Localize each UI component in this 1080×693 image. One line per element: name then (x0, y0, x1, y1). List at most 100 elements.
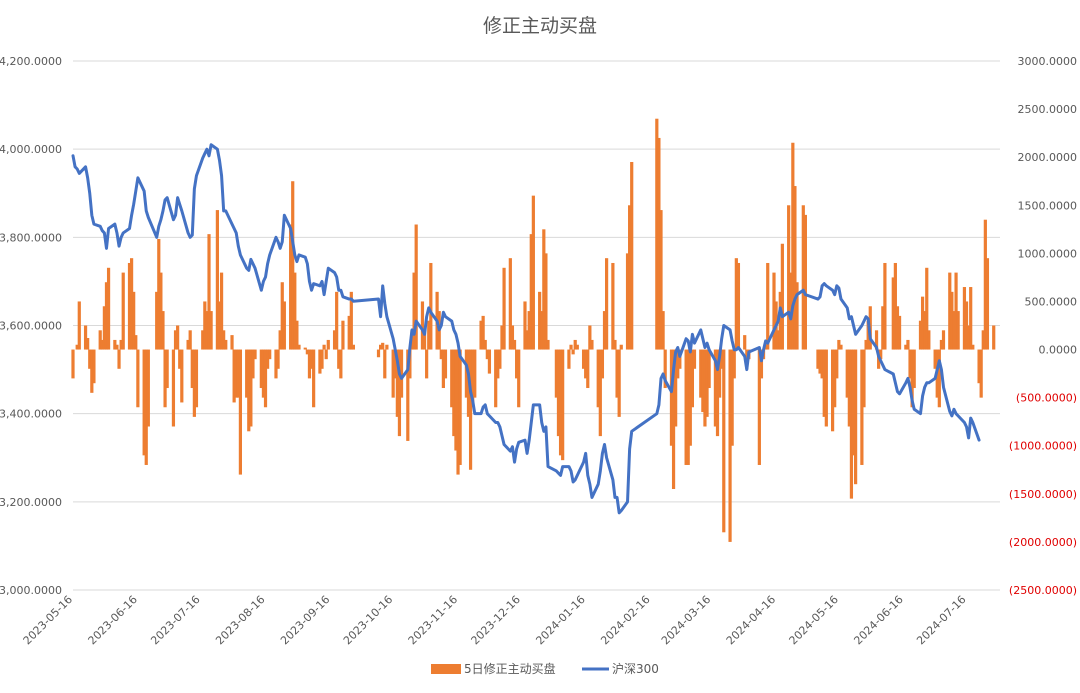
right-axis: 3000.0000 2500.0000 2000.0000 1500.0000 1000… (1009, 55, 1077, 597)
bar (247, 349, 251, 432)
bar (743, 335, 747, 350)
bar (132, 291, 136, 350)
bar (561, 349, 565, 461)
line-series (71, 143, 981, 515)
bar (602, 311, 607, 350)
bar (146, 349, 150, 427)
bar (588, 325, 592, 350)
bar (219, 272, 224, 350)
bar (276, 349, 280, 369)
bar (502, 267, 506, 350)
bar (728, 349, 732, 542)
bar (605, 258, 609, 350)
bar (454, 349, 458, 451)
bar (795, 282, 799, 350)
bar (734, 258, 738, 350)
bar (678, 349, 682, 369)
bar (699, 349, 703, 398)
bar (289, 224, 293, 350)
bar (456, 349, 460, 475)
bar (891, 277, 895, 350)
bar (523, 301, 527, 350)
right-tick-label: 2500.0000 (1018, 103, 1078, 116)
bar (326, 339, 330, 350)
bar (837, 339, 841, 350)
bar (584, 349, 588, 379)
bar (75, 344, 79, 350)
bar (941, 330, 946, 350)
bar (496, 349, 500, 379)
bar (425, 349, 429, 379)
bar (864, 339, 868, 350)
bar (309, 349, 314, 369)
left-tick-label: 4,000.0000 (0, 143, 62, 156)
bar (441, 349, 445, 389)
bar (820, 349, 824, 379)
bar (163, 349, 167, 408)
bar (690, 349, 694, 408)
bar (274, 349, 278, 379)
bar (134, 335, 138, 350)
right-tick-label: 1000.0000 (1018, 247, 1078, 260)
bar (538, 291, 542, 350)
bar (722, 349, 726, 533)
bar (546, 339, 550, 350)
bar (253, 349, 257, 360)
bar (517, 349, 521, 408)
bar (839, 344, 843, 350)
bar (818, 349, 822, 374)
bar (512, 339, 517, 350)
bar (948, 272, 952, 350)
bar (464, 349, 468, 398)
x-tick-label: 2024-06-16 (851, 593, 905, 647)
bar (92, 349, 96, 384)
bar (86, 338, 90, 350)
bar (332, 330, 337, 350)
bar (816, 349, 820, 369)
bar (676, 349, 680, 379)
bar (479, 320, 483, 350)
bar (238, 349, 242, 475)
bar-series (71, 118, 996, 542)
bar (659, 210, 663, 350)
bar (245, 349, 249, 398)
bar (176, 325, 180, 350)
bar (600, 349, 605, 379)
bar (757, 349, 761, 465)
bar (205, 311, 209, 350)
right-tick-label: (1000.0000) (1009, 440, 1077, 453)
bar (422, 330, 427, 350)
bar (295, 320, 299, 350)
bar (106, 267, 111, 350)
bar (155, 291, 159, 350)
bar (100, 339, 104, 350)
bar (194, 349, 199, 408)
bar (920, 296, 925, 350)
x-tick-label: 2024-07-16 (914, 593, 968, 647)
right-tick-label: 500.0000 (1025, 295, 1078, 308)
bar (293, 272, 297, 350)
bar (780, 243, 784, 350)
bar (144, 349, 148, 465)
bar (90, 349, 94, 393)
bar (481, 315, 485, 350)
bar (307, 349, 312, 379)
bar (201, 330, 205, 350)
bar (71, 349, 75, 379)
bar (473, 349, 477, 398)
bar (766, 262, 770, 350)
x-tick-label: 2023-10-16 (341, 593, 395, 647)
bar (171, 349, 176, 427)
bar (720, 349, 724, 369)
right-tick-label: (1500.0000) (1009, 488, 1077, 501)
bar (542, 229, 546, 350)
x-tick-label: 2023-05-16 (21, 593, 75, 647)
bar (822, 349, 826, 417)
right-tick-label: 2000.0000 (1018, 151, 1078, 164)
bar (883, 262, 887, 350)
bar (967, 325, 971, 350)
bar (83, 325, 88, 350)
bar (339, 349, 343, 379)
